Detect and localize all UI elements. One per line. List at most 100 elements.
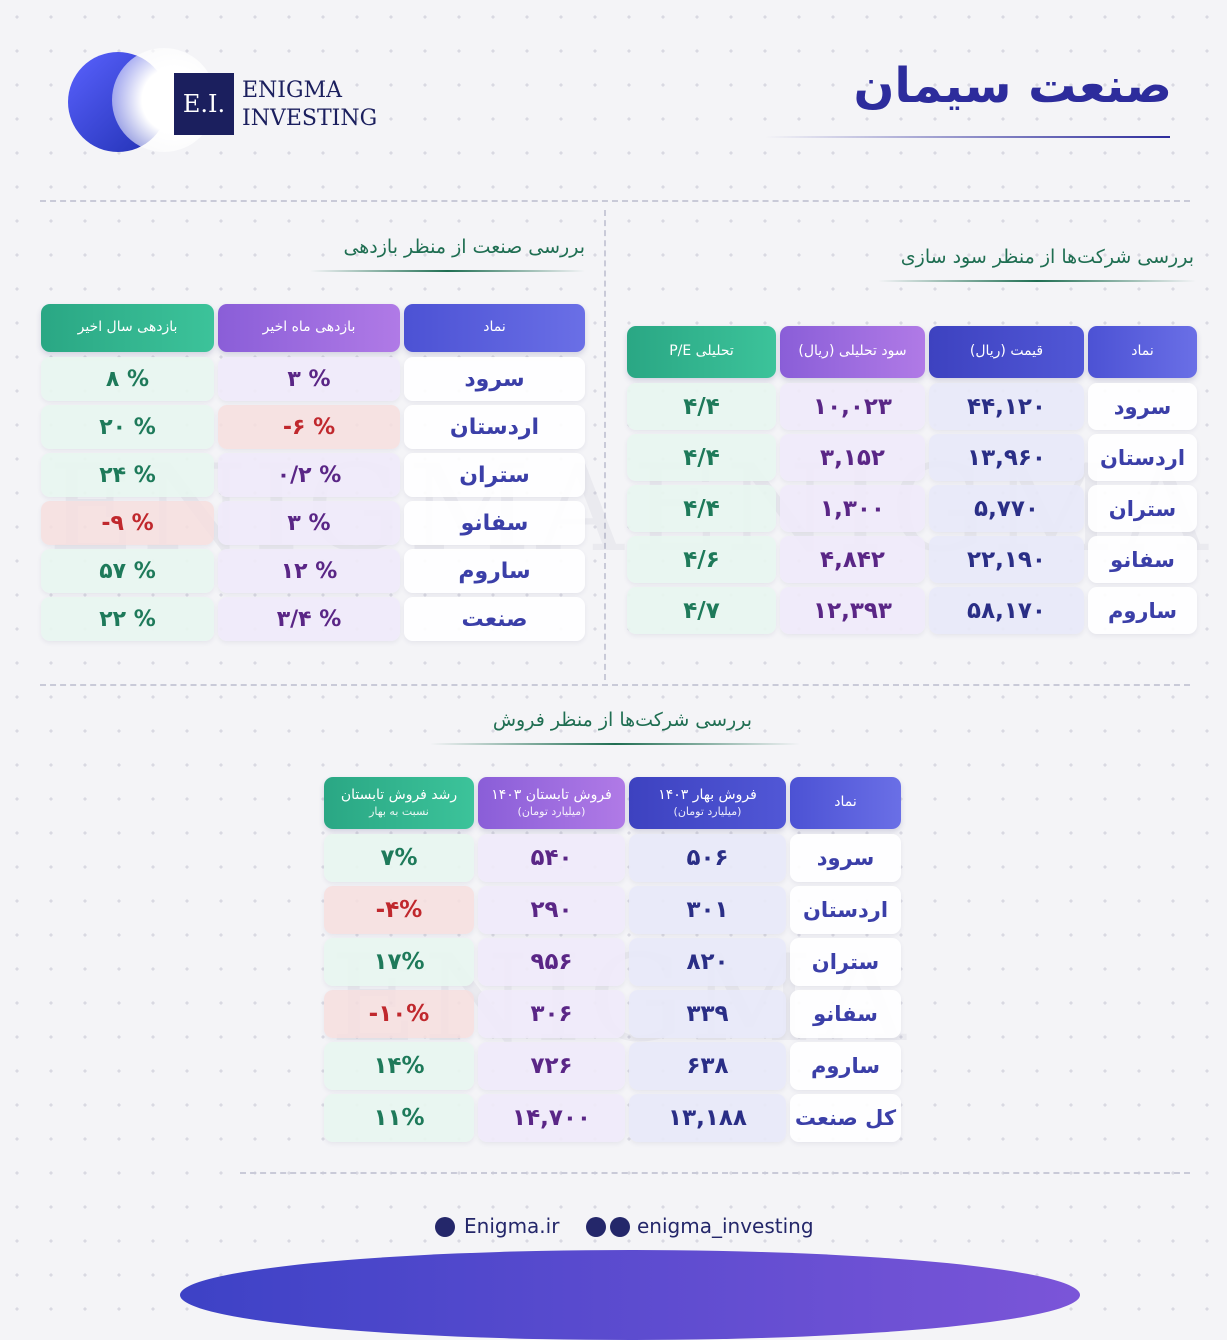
header-cell: قیمت (ریال) bbox=[929, 326, 1084, 378]
footer-link[interactable]: Enigma.ir bbox=[464, 1214, 560, 1238]
value-cell: ۴,۸۴۲ bbox=[780, 536, 925, 583]
symbol-cell: اردستان bbox=[1088, 434, 1197, 481]
header-text: (میلیارد تومان) bbox=[517, 804, 586, 818]
header-cell: رشد فروش تابستان نسبت به بهار bbox=[324, 777, 474, 829]
section-underline bbox=[878, 280, 1196, 282]
value-cell: ۳ % bbox=[218, 501, 400, 545]
title-underline bbox=[765, 136, 1170, 138]
symbol-cell: سرود bbox=[790, 834, 901, 882]
footer-link[interactable]: enigma_investing bbox=[637, 1214, 814, 1238]
value-cell: ۴/۴ bbox=[627, 485, 776, 532]
symbol-cell: اردستان bbox=[404, 405, 585, 449]
value-cell: -۹ % bbox=[41, 501, 214, 545]
symbol-cell: سرود bbox=[1088, 383, 1197, 430]
value-cell: ۱۴% bbox=[324, 1042, 474, 1090]
value-cell: ۴/۴ bbox=[627, 434, 776, 481]
value-cell: ۳۰۶ bbox=[478, 990, 625, 1038]
value-cell: ۵۰۶ bbox=[629, 834, 786, 882]
value-cell: ۲۲ % bbox=[41, 597, 214, 641]
brand-line: ENIGMA bbox=[242, 78, 342, 103]
footer-icon bbox=[435, 1217, 455, 1237]
divider bbox=[604, 210, 606, 680]
value-cell: ۴/۷ bbox=[627, 587, 776, 634]
value-cell: ۳/۴ % bbox=[218, 597, 400, 641]
decor-arc bbox=[1193, 0, 1227, 190]
value-cell: ۴/۶ bbox=[627, 536, 776, 583]
header-text: بازدهی ماه اخیر bbox=[262, 319, 356, 336]
header-cell: بازدهی ماه اخیر bbox=[218, 304, 400, 352]
header-text: فروش بهار ۱۴۰۳ bbox=[658, 787, 757, 804]
section-title: بررسی صنعت از منظر بازدهی bbox=[343, 236, 585, 258]
symbol-cell: سفانو bbox=[790, 990, 901, 1038]
symbol-cell: اردستان bbox=[790, 886, 901, 934]
symbol-cell: ساروم bbox=[1088, 587, 1197, 634]
header-cell: بازدهی سال اخیر bbox=[41, 304, 214, 352]
header-text: نماد bbox=[483, 319, 506, 336]
value-cell: ۵,۷۷۰ bbox=[929, 485, 1084, 532]
brand-line: INVESTING bbox=[242, 106, 378, 131]
header-text: فروش تابستان ۱۴۰۳ bbox=[491, 787, 612, 804]
header-text: نسبت به بهار bbox=[369, 804, 429, 818]
value-cell: ۵۴۰ bbox=[478, 834, 625, 882]
header-cell: فروش تابستان ۱۴۰۳ (میلیارد تومان) bbox=[478, 777, 625, 829]
value-cell: ۳ % bbox=[218, 357, 400, 401]
symbol-cell: ساروم bbox=[790, 1042, 901, 1090]
value-cell: ۵۸,۱۷۰ bbox=[929, 587, 1084, 634]
value-cell: ۲۰ % bbox=[41, 405, 214, 449]
value-cell: ۳,۱۵۲ bbox=[780, 434, 925, 481]
symbol-cell: سفانو bbox=[1088, 536, 1197, 583]
header-cell: P/E تحلیلی bbox=[627, 326, 776, 378]
header-text: (میلیارد تومان) bbox=[673, 804, 742, 818]
header-cell: نماد bbox=[1088, 326, 1197, 378]
value-cell: ۰/۲ % bbox=[218, 453, 400, 497]
value-cell: ۱۴,۷۰۰ bbox=[478, 1094, 625, 1142]
header-cell: فروش بهار ۱۴۰۳ (میلیارد تومان) bbox=[629, 777, 786, 829]
value-cell: ۳۳۹ bbox=[629, 990, 786, 1038]
symbol-cell: کل صنعت bbox=[790, 1094, 901, 1142]
header-text: نماد bbox=[1131, 343, 1154, 360]
header-text: رشد فروش تابستان bbox=[340, 787, 458, 804]
value-cell: ۵۷ % bbox=[41, 549, 214, 593]
value-cell: ۴/۴ bbox=[627, 383, 776, 430]
page-title: صنعت سیمان bbox=[853, 58, 1172, 114]
header-text: بازدهی سال اخیر bbox=[77, 319, 178, 336]
value-cell: -۶ % bbox=[218, 405, 400, 449]
value-cell: ۷% bbox=[324, 834, 474, 882]
value-cell: ۱۳,۱۸۸ bbox=[629, 1094, 786, 1142]
symbol-cell: ستران bbox=[1088, 485, 1197, 532]
section-underline bbox=[430, 743, 800, 745]
header-text: قیمت (ریال) bbox=[969, 343, 1044, 360]
section-title: بررسی شرکت‌ها از منظر فروش bbox=[492, 709, 752, 731]
symbol-cell: ستران bbox=[790, 938, 901, 986]
value-cell: ۱۰,۰۲۳ bbox=[780, 383, 925, 430]
value-cell: ۱۲ % bbox=[218, 549, 400, 593]
header-text: نماد bbox=[834, 794, 857, 811]
value-cell: ۱۷% bbox=[324, 938, 474, 986]
value-cell: ۲۹۰ bbox=[478, 886, 625, 934]
section-underline bbox=[310, 270, 585, 272]
symbol-cell: ستران bbox=[404, 453, 585, 497]
value-cell: ۳۰۱ bbox=[629, 886, 786, 934]
logo-mark: E.I. bbox=[174, 73, 234, 135]
section-title: بررسی شرکت‌ها از منظر سود سازی bbox=[900, 246, 1194, 268]
value-cell: ۲۴ % bbox=[41, 453, 214, 497]
header-cell: نماد bbox=[790, 777, 901, 829]
value-cell: ۱۱% bbox=[324, 1094, 474, 1142]
divider bbox=[40, 200, 1190, 202]
value-cell: ۸ % bbox=[41, 357, 214, 401]
value-cell: ۷۲۶ bbox=[478, 1042, 625, 1090]
value-cell: ۹۵۶ bbox=[478, 938, 625, 986]
value-cell: ۸۲۰ bbox=[629, 938, 786, 986]
header-cell: سود تحلیلی (ریال) bbox=[780, 326, 925, 378]
value-cell: -۱۰% bbox=[324, 990, 474, 1038]
divider bbox=[240, 1172, 1190, 1174]
divider bbox=[40, 684, 1190, 686]
footer-icon bbox=[610, 1217, 630, 1237]
value-cell: ۱۳,۹۶۰ bbox=[929, 434, 1084, 481]
value-cell: ۱۲,۳۹۳ bbox=[780, 587, 925, 634]
value-cell: ۲۲,۱۹۰ bbox=[929, 536, 1084, 583]
symbol-cell: سفانو bbox=[404, 501, 585, 545]
decor-wave bbox=[180, 1250, 1080, 1340]
header-cell: نماد bbox=[404, 304, 585, 352]
